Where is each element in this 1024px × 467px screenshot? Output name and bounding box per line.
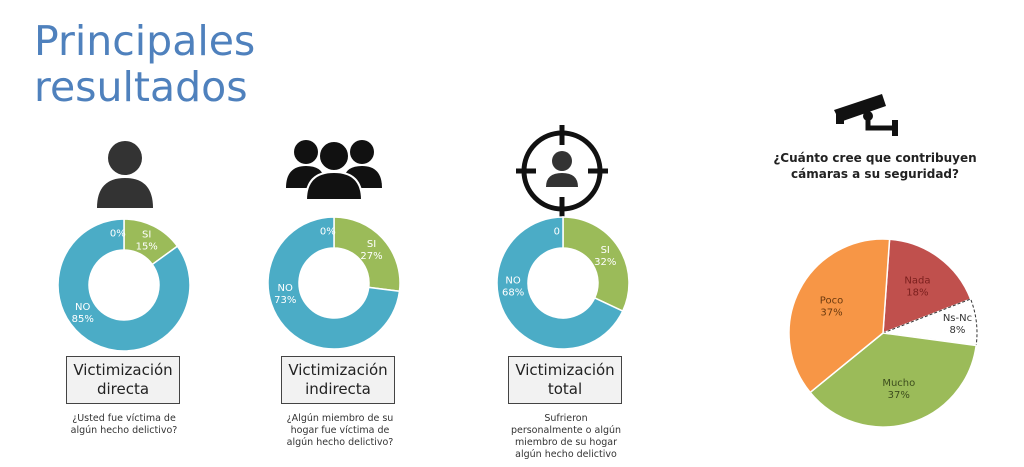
donut-segment-no	[496, 216, 624, 350]
donut-label-0-line: SI	[367, 239, 376, 250]
donut-label-0-line: 32%	[594, 257, 616, 268]
donut-label-2-line: 0%	[110, 228, 126, 239]
q-line: ¿Usted fue víctima de	[72, 413, 176, 424]
security-camera-icon	[834, 94, 898, 136]
donut-label-1-line: 68%	[502, 287, 524, 298]
title-line-2: resultados	[34, 63, 248, 111]
donut-segment-no	[57, 218, 191, 352]
pie-slice-mucho	[809, 332, 978, 428]
donut-label-0-line: 15%	[136, 241, 158, 252]
donut-label-0: SI 32%	[594, 245, 616, 268]
box-line: indirecta	[305, 380, 371, 398]
donut-label-1-line: NO	[75, 302, 90, 313]
donut-label-1-line: 73%	[274, 295, 296, 306]
donut-chart-directa: SI 15% NO 85% 0%	[57, 218, 191, 352]
donut-label-2: 0	[554, 226, 560, 237]
pie-label-2-line: Mucho	[882, 378, 915, 389]
box-line: directa	[96, 380, 150, 398]
q-line: Sufrieron	[544, 413, 588, 424]
pie-slice-nada	[882, 238, 972, 335]
box-line: total	[547, 380, 583, 398]
question-total: Sufrieron personalmente o algún miembro de…	[502, 413, 630, 461]
donut-label-2: 0%	[110, 228, 126, 239]
donut-label-1-line: NO	[505, 275, 520, 286]
pie-label-3-line: Poco	[820, 295, 843, 306]
group-icon	[286, 140, 382, 200]
target-person-icon	[516, 125, 608, 217]
donut-label-1-line: NO	[278, 283, 293, 294]
donut-label-1: NO 68%	[502, 275, 524, 298]
pie-label-1-line: Ns-Nc	[943, 313, 972, 324]
donut-label-1: NO 73%	[274, 283, 296, 306]
donut-label-2-line: 0%	[320, 226, 336, 237]
donut-label-0-line: SI	[142, 229, 151, 240]
donut-label-0-line: 27%	[360, 251, 382, 262]
donut-label-0: SI 15%	[136, 229, 158, 252]
pie-label-1-line: 8%	[950, 325, 966, 336]
box-victimizacion-indirecta: Victimización indirecta	[281, 356, 395, 404]
pie-title-line: cámaras a su seguridad?	[791, 167, 959, 181]
donut-label-1: NO 85%	[72, 302, 94, 325]
person-icon	[97, 141, 153, 208]
q-line: miembro de su hogar	[514, 437, 618, 448]
donut-segment-no	[267, 216, 401, 350]
pie-label-1: Ns-Nc 8%	[943, 313, 972, 336]
pie-label-3: Poco 37%	[820, 295, 843, 318]
donut-label-2-line: 0	[554, 226, 560, 237]
box-line: Victimización	[515, 361, 615, 379]
pie-title: ¿Cuánto cree que contribuyen cámaras a su…	[760, 150, 990, 182]
donut-label-0-line: SI	[601, 245, 610, 256]
q-line: algún hecho delictivo?	[70, 425, 178, 436]
pie-label-0-line: Nada	[904, 275, 930, 286]
box-victimizacion-directa: Victimización directa	[66, 356, 180, 404]
box-line: Victimización	[73, 361, 173, 379]
pie-slice-poco	[788, 238, 891, 394]
donut-chart-indirecta: SI 27% NO 73% 0%	[267, 216, 401, 350]
pie-title-line: ¿Cuánto cree que contribuyen	[773, 151, 977, 165]
donut-label-1-line: 85%	[72, 314, 94, 325]
pie-label-2: Mucho 37%	[882, 378, 915, 401]
pie-label-2-line: 37%	[888, 390, 910, 401]
pie-label-0: Nada 18%	[904, 275, 930, 298]
donut-label-2: 0%	[320, 226, 336, 237]
donut-chart-total: SI 32% NO 68% 0	[496, 216, 630, 350]
q-line: personalmente o algún	[510, 425, 622, 436]
donut-segment-si	[562, 216, 630, 313]
q-line: algún hecho delictivo?	[286, 437, 394, 448]
q-line: algún hecho delictivo	[515, 449, 617, 460]
pie-label-0-line: 18%	[906, 287, 928, 298]
box-line: Victimización	[288, 361, 388, 379]
question-directa: ¿Usted fue víctima de algún hecho delicti…	[60, 413, 188, 437]
pie-chart-camaras: Nada 18%Ns-Nc 8%Mucho 37%Poco 37%	[788, 238, 978, 428]
q-line: ¿Algún miembro de su	[286, 413, 394, 424]
q-line: hogar fue víctima de	[290, 425, 390, 436]
page-title: Principales resultados	[34, 18, 255, 110]
donut-label-0: SI 27%	[360, 239, 382, 262]
pie-label-3-line: 37%	[820, 307, 842, 318]
box-victimizacion-total: Victimización total	[508, 356, 622, 404]
question-indirecta: ¿Algún miembro de su hogar fue víctima de…	[276, 413, 404, 449]
title-line-1: Principales	[34, 17, 256, 65]
